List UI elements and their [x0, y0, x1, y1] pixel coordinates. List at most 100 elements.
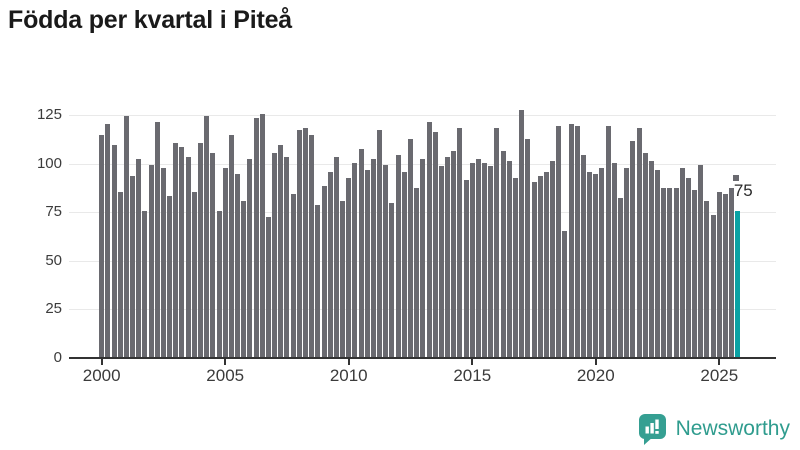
y-axis-tick-label: 0 [53, 349, 62, 366]
bar [241, 201, 247, 357]
bar [630, 141, 636, 357]
y-axis-tick-label: 50 [45, 251, 62, 269]
x-axis-year-label: 2015 [453, 366, 492, 385]
bar [568, 123, 574, 357]
bar [358, 148, 364, 357]
bar [303, 127, 308, 357]
bar [210, 152, 216, 357]
bar [722, 193, 728, 357]
bar [611, 162, 617, 357]
bar [599, 168, 605, 357]
bar [265, 217, 271, 357]
bar [370, 158, 376, 357]
x-axis-line [69, 357, 776, 359]
bar [99, 135, 105, 357]
bar [309, 135, 315, 357]
bar [278, 145, 284, 357]
bar [389, 203, 395, 357]
bar [685, 178, 691, 357]
bar [587, 172, 593, 357]
newsworthy-wordmark: Newsworthy [675, 417, 790, 440]
bar [716, 191, 722, 357]
bar [692, 189, 698, 357]
bar [136, 158, 142, 357]
bar [272, 152, 278, 357]
bar [463, 180, 469, 357]
bar [426, 121, 432, 357]
bar [154, 121, 160, 357]
bar [408, 139, 413, 357]
bar [198, 143, 204, 357]
bar [259, 114, 265, 357]
bar [488, 166, 494, 357]
bar [574, 125, 580, 357]
bar [377, 129, 383, 357]
bar [191, 191, 197, 357]
bar [648, 160, 654, 357]
bar [111, 145, 117, 357]
bar [624, 168, 630, 357]
bar [167, 195, 173, 357]
bar [531, 182, 537, 357]
bar [729, 187, 735, 357]
bar [438, 166, 444, 357]
bar [327, 172, 333, 357]
bar [550, 160, 556, 357]
bar [475, 158, 481, 357]
bar [148, 164, 154, 357]
bar [655, 170, 661, 357]
bar [321, 185, 327, 357]
bar [117, 191, 123, 357]
x-axis-tick [347, 359, 350, 365]
bar [364, 170, 370, 357]
bar [333, 156, 339, 357]
bar [698, 164, 704, 357]
bar [661, 187, 667, 357]
gridline [69, 115, 776, 116]
bar [185, 156, 191, 357]
x-axis-year-label: 2025 [700, 366, 739, 385]
bar [512, 178, 518, 357]
bar [667, 187, 673, 357]
bar [253, 117, 259, 357]
bar [247, 158, 253, 357]
newsworthy-chart-bubble-icon [638, 414, 666, 445]
bar [617, 197, 623, 357]
y-axis-tick-label: 100 [36, 154, 62, 172]
bar [414, 187, 420, 357]
bar [580, 154, 586, 357]
x-axis-tick [594, 359, 597, 365]
bar [482, 162, 488, 357]
bar [543, 172, 549, 357]
bar [451, 150, 457, 357]
bar [123, 115, 129, 357]
bar [506, 160, 512, 357]
bar [556, 125, 562, 357]
bar [130, 176, 136, 357]
bar [704, 201, 710, 357]
bar [642, 152, 648, 357]
chart-title: Födda per kvartal i Piteå [8, 6, 292, 34]
bar [562, 230, 568, 357]
latest-value-label: 75 [733, 181, 753, 200]
bar [228, 135, 234, 357]
x-axis-tick [224, 359, 227, 365]
bar [284, 156, 290, 357]
bar [710, 215, 716, 357]
bar [593, 174, 599, 357]
y-axis-tick-label: 125 [36, 106, 62, 123]
bar [346, 178, 352, 357]
bar [432, 131, 438, 357]
bar [469, 162, 475, 357]
bar [445, 156, 451, 357]
bar [673, 187, 679, 357]
bar [173, 143, 179, 357]
x-axis-year-label: 2020 [576, 366, 615, 385]
bar [605, 125, 611, 357]
x-axis-year-label: 2000 [82, 366, 121, 385]
bar [296, 129, 302, 357]
bar [105, 123, 111, 357]
bar [216, 211, 222, 357]
bar [383, 164, 389, 357]
latest-value-marker [732, 175, 739, 181]
